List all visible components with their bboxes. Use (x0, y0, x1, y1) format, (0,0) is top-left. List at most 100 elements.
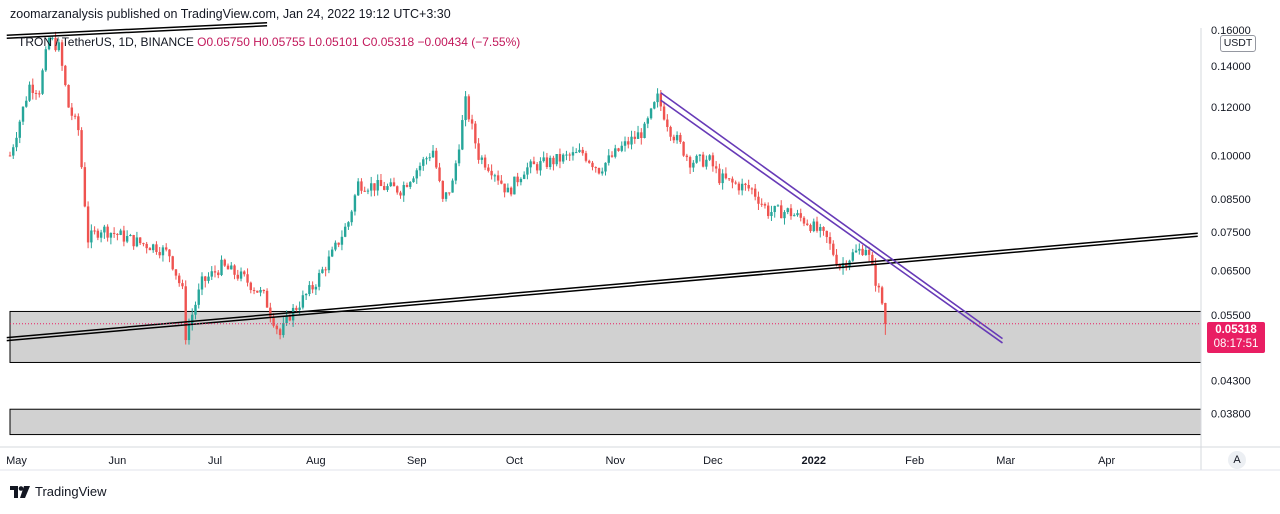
candle-body (178, 275, 181, 284)
trendline-rising-support-edge[interactable] (6, 235, 1198, 342)
candle-body (780, 205, 783, 219)
candle (252, 287, 256, 295)
candle-body (662, 106, 666, 120)
time-tick-label: Jun (109, 455, 127, 467)
candle (155, 241, 158, 255)
candle-body (142, 243, 145, 245)
candle-body (620, 145, 623, 151)
candle (324, 266, 327, 277)
currency-unit-button[interactable]: USDT (1220, 35, 1256, 52)
candle-body (737, 183, 741, 191)
candle-body (18, 121, 21, 138)
auto-scale-button[interactable]: A (1228, 451, 1246, 469)
candle-body (627, 141, 630, 145)
candle (239, 267, 243, 282)
candle (340, 230, 344, 251)
candle (773, 205, 776, 218)
symbol-legend: TRON / TetherUS, 1D, BINANCE O0.05750 H0… (18, 35, 520, 49)
candle (142, 242, 145, 247)
candle-body (418, 165, 422, 171)
candle (672, 134, 676, 144)
candle (363, 186, 366, 192)
trendline-falling-channel-lower[interactable] (660, 99, 1003, 344)
candle (422, 156, 425, 171)
trendline-rising-support[interactable] (6, 232, 1198, 339)
candle (858, 243, 861, 255)
candle-body (425, 158, 428, 160)
candle (561, 153, 565, 164)
time-tick-label: Sep (407, 455, 427, 467)
trendline-falling-channel-upper[interactable] (660, 92, 1003, 340)
candle (161, 245, 165, 262)
candle (630, 130, 633, 150)
candle-body (724, 173, 728, 179)
trendline-resistance-edge[interactable] (6, 25, 268, 39)
candle (757, 191, 760, 211)
candle-body (649, 108, 653, 119)
candle (132, 234, 135, 250)
candle (627, 136, 630, 149)
candle-body (575, 152, 578, 154)
candle-body (67, 84, 70, 108)
candles (8, 31, 887, 345)
candle-body (399, 192, 402, 196)
candle-body (412, 178, 415, 183)
candle (594, 166, 597, 173)
candle (57, 39, 61, 52)
candle-body (565, 154, 568, 156)
candle-body (454, 163, 458, 181)
candle (259, 286, 262, 297)
candle-body (487, 167, 490, 171)
candle-body (135, 237, 139, 247)
candle (392, 177, 396, 187)
trendline-resistance[interactable] (6, 22, 268, 36)
candle (578, 143, 581, 153)
candle-body (360, 181, 363, 191)
candle (854, 244, 858, 253)
candle-body (347, 222, 350, 227)
candle (18, 119, 21, 144)
candle (480, 155, 484, 165)
candle (880, 285, 884, 306)
candle-body (217, 272, 220, 276)
candle (767, 202, 770, 219)
candle-body (731, 178, 734, 183)
candle (718, 163, 721, 185)
candle-body (783, 212, 786, 219)
candle (662, 101, 666, 121)
candle-body (12, 147, 15, 156)
candle-body (747, 184, 750, 189)
candle (308, 281, 311, 297)
candle-body (682, 141, 685, 156)
candle (493, 173, 497, 182)
candle (396, 185, 399, 195)
candle (415, 168, 418, 184)
candle-body (409, 182, 412, 187)
candle-body (174, 269, 178, 276)
candle (477, 138, 480, 164)
trendlines[interactable] (6, 22, 1201, 344)
time-tick-label: Feb (905, 455, 924, 467)
candle (90, 224, 93, 249)
candle (8, 151, 12, 157)
support-zone-2[interactable] (9, 408, 1202, 436)
candle-body (493, 175, 497, 177)
candle-body (435, 150, 438, 168)
candle (233, 264, 236, 280)
candle-body (718, 168, 721, 184)
candle-body (584, 153, 588, 161)
symbol-title[interactable]: TRON / TetherUS, 1D, BINANCE (18, 35, 194, 49)
footer-branding[interactable]: TradingView (10, 484, 107, 499)
candle-body (516, 176, 519, 183)
candle (470, 114, 474, 130)
candle-body (99, 232, 103, 238)
candle-body (770, 212, 773, 217)
candle (809, 223, 812, 233)
candle (428, 153, 431, 162)
candle (249, 281, 253, 294)
candle-body (490, 170, 493, 176)
candle (311, 281, 314, 294)
candle-body (503, 183, 506, 193)
